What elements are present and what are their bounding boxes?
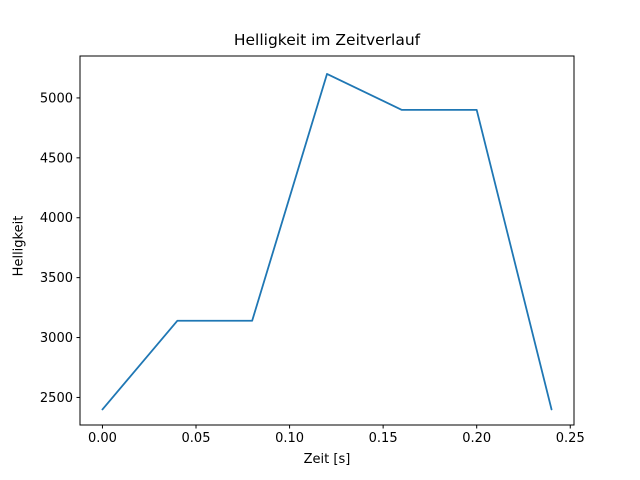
x-tick-label: 0.25 [556,431,585,446]
data-line-helligkeit [101,73,553,411]
axes-spines [79,55,575,426]
x-tick-label: 0.05 [182,431,211,446]
y-tick-label: 4000 [40,211,73,226]
y-tick-label: 4500 [40,151,73,166]
y-tick-label: 3000 [40,331,73,346]
y-axis-label: Helligkeit [11,215,27,277]
y-tick-label: 2500 [40,391,73,406]
x-tick-label: 0.00 [88,431,117,446]
x-axis-label: Zeit [s] [303,452,351,467]
x-tick-label: 0.15 [369,431,398,446]
x-tick-label: 0.20 [462,431,491,446]
x-tick-label: 0.10 [275,431,304,446]
chart-title: Helligkeit im Zeitverlauf [233,31,421,49]
y-tick-label: 5000 [40,91,73,106]
y-tick-label: 3500 [40,271,73,286]
